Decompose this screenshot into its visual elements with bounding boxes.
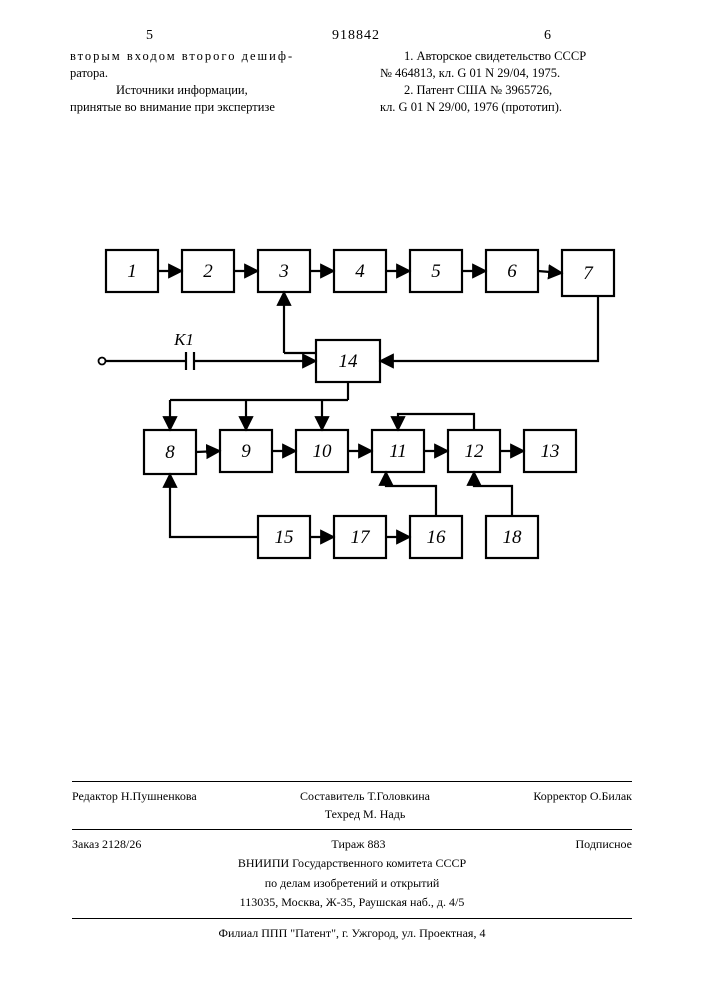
edge — [196, 451, 220, 452]
block-label-8: 8 — [165, 442, 175, 463]
block-label-13: 13 — [541, 441, 560, 462]
corrector-credit: Корректор О.Билак — [533, 788, 632, 823]
ref-line: № 464813, кл. G 01 N 29/04, 1975. — [380, 66, 560, 80]
block-label-11: 11 — [389, 441, 407, 462]
block-label-9: 9 — [241, 441, 251, 462]
k1-label: К1 — [173, 330, 194, 349]
page-number-left: 5 — [146, 28, 153, 44]
block-label-7: 7 — [583, 263, 594, 284]
block-diagram: 123456714891011121315171618К1 — [86, 190, 626, 620]
input-terminal — [99, 358, 106, 365]
page-number-right: 6 — [544, 28, 551, 44]
block-label-15: 15 — [275, 527, 294, 548]
subscription: Подписное — [576, 836, 633, 853]
edge — [386, 472, 436, 516]
org-line-1: ВНИИПИ Государственного комитета СССР — [72, 855, 632, 872]
left-text-column: вторым входом второго дешиф- ратора. Ист… — [70, 48, 340, 116]
ref-line: 1. Авторское свидетельство СССР — [404, 49, 586, 63]
text-line: вторым входом второго дешиф- — [70, 49, 294, 63]
order-number: Заказ 2128/26 — [72, 836, 141, 853]
text-line: ратора. — [70, 66, 108, 80]
branch-line: Филиал ППП "Патент", г. Ужгород, ул. Про… — [72, 918, 632, 942]
block-label-6: 6 — [507, 261, 517, 282]
circulation: Тираж 883 — [331, 836, 385, 853]
editor-credit: Редактор Н.Пушненкова — [72, 788, 197, 823]
edge — [398, 414, 474, 430]
block-label-4: 4 — [355, 261, 365, 282]
block-label-5: 5 — [431, 261, 441, 282]
block-label-14: 14 — [339, 351, 359, 372]
print-info-row: Заказ 2128/26 Тираж 883 Подписное — [72, 829, 632, 853]
edge — [538, 271, 562, 273]
block-label-12: 12 — [465, 441, 485, 462]
block-label-1: 1 — [127, 261, 137, 282]
text-line: принятые во внимание при экспертизе — [70, 100, 275, 114]
tech-credit: Техред М. Надь — [325, 807, 406, 821]
block-label-16: 16 — [427, 527, 447, 548]
ref-line: 2. Патент США № 3965726, — [404, 83, 552, 97]
block-label-17: 17 — [351, 527, 372, 548]
block-label-10: 10 — [313, 441, 333, 462]
block-label-18: 18 — [503, 527, 523, 548]
edge — [170, 474, 258, 537]
footer-block: Редактор Н.Пушненкова Составитель Т.Голо… — [72, 781, 632, 942]
edge — [474, 472, 512, 516]
org-line-2: по делам изобретений и открытий — [72, 875, 632, 892]
ref-line: кл. G 01 N 29/00, 1976 (прототип). — [380, 100, 562, 114]
address-line: 113035, Москва, Ж-35, Раушская наб., д. … — [72, 894, 632, 911]
block-label-3: 3 — [278, 261, 289, 282]
document-number: 918842 — [332, 28, 380, 44]
credits-row: Редактор Н.Пушненкова Составитель Т.Голо… — [72, 781, 632, 823]
edge — [380, 296, 598, 361]
text-line: Источники информации, — [116, 83, 248, 97]
block-label-2: 2 — [203, 261, 213, 282]
compiler-credit: Составитель Т.Головкина — [300, 789, 430, 803]
patent-page: 5 918842 6 вторым входом второго дешиф- … — [0, 0, 707, 1000]
right-text-column: 1. Авторское свидетельство СССР № 464813… — [380, 48, 655, 116]
